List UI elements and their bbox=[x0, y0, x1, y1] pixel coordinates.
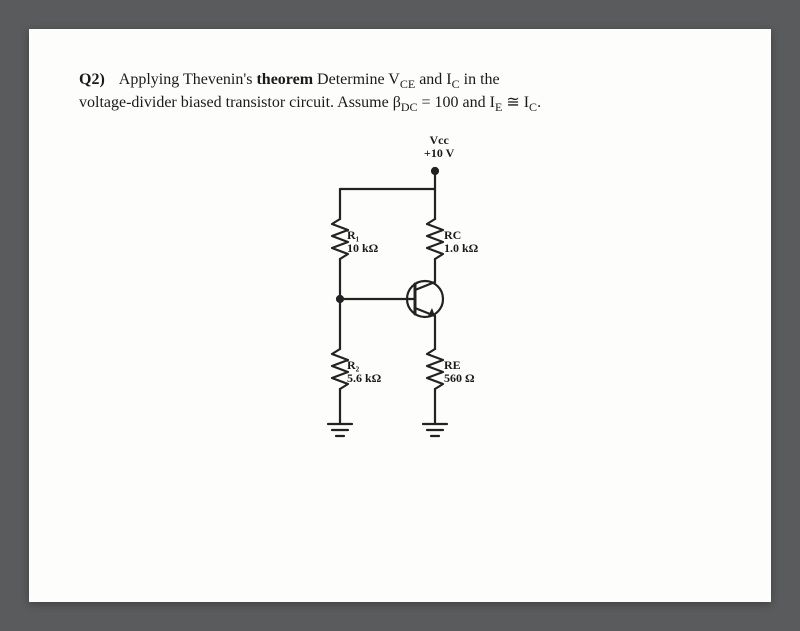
question-number: Q2) bbox=[79, 71, 105, 88]
document-page: Q2)Applying Thevenin's theorem Determine… bbox=[29, 29, 771, 602]
content-area: Q2)Applying Thevenin's theorem Determine… bbox=[29, 29, 771, 514]
question-text: Q2)Applying Thevenin's theorem Determine… bbox=[79, 69, 721, 116]
circuit-svg bbox=[250, 134, 550, 474]
circuit-diagram: Vcc +10 V R₁ 10 kΩ RC 1.0 kΩ R₂ 5.6 kΩ R… bbox=[250, 134, 550, 474]
